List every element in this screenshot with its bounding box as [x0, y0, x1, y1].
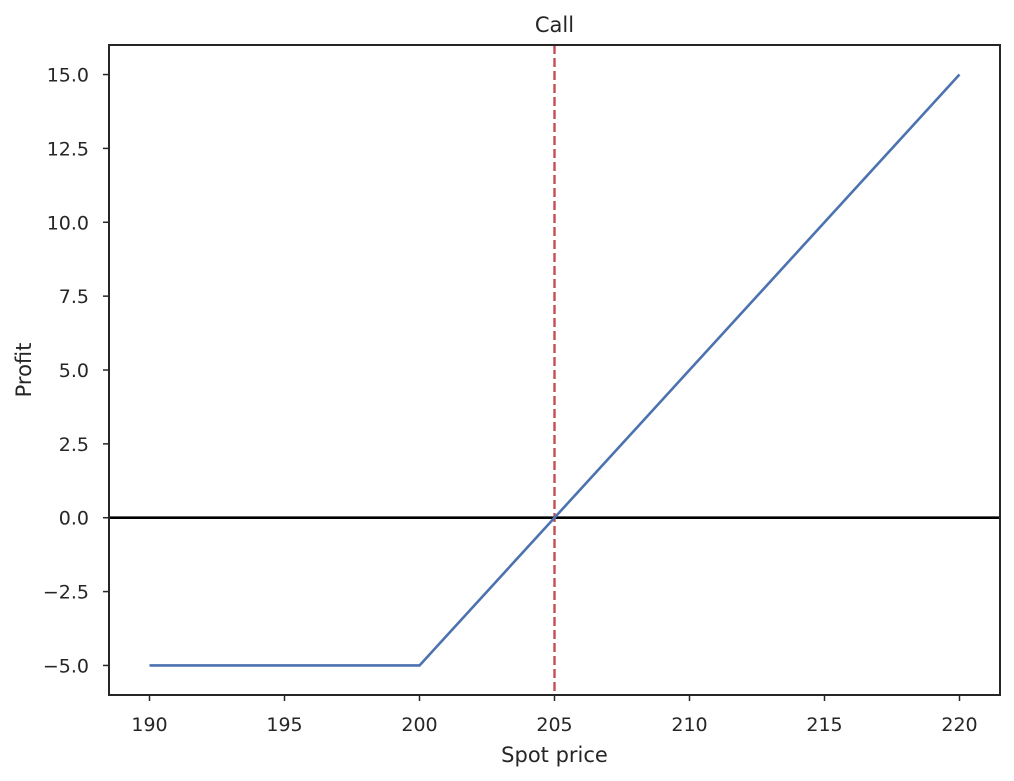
y-tick-label: 2.5 — [59, 434, 89, 456]
y-tick-label: 10.0 — [47, 212, 89, 234]
chart-title: Call — [535, 13, 574, 37]
y-axis-ticks: −5.0 −2.5 0.0 2.5 5.0 7.5 10.0 12.5 15.0 — [43, 65, 109, 677]
y-tick-label: 15.0 — [47, 65, 89, 87]
x-tick-label: 220 — [941, 714, 977, 736]
y-tick-label: −5.0 — [43, 655, 89, 677]
x-axis-ticks: 190 195 200 205 210 215 220 — [131, 695, 978, 736]
y-tick-label: −2.5 — [43, 582, 89, 604]
plot-area — [109, 45, 1000, 695]
y-tick-label: 0.0 — [59, 508, 89, 530]
y-tick-label: 12.5 — [47, 138, 89, 160]
x-tick-label: 215 — [806, 714, 842, 736]
x-tick-label: 195 — [266, 714, 302, 736]
y-axis-label: Profit — [12, 343, 36, 398]
x-tick-label: 200 — [401, 714, 437, 736]
x-tick-label: 210 — [671, 714, 707, 736]
x-axis-label: Spot price — [501, 743, 608, 767]
y-tick-label: 5.0 — [59, 360, 89, 382]
x-tick-label: 205 — [536, 714, 572, 736]
profit-series-line — [149, 73, 961, 667]
y-tick-label: 7.5 — [59, 286, 89, 308]
x-tick-label: 190 — [131, 714, 167, 736]
